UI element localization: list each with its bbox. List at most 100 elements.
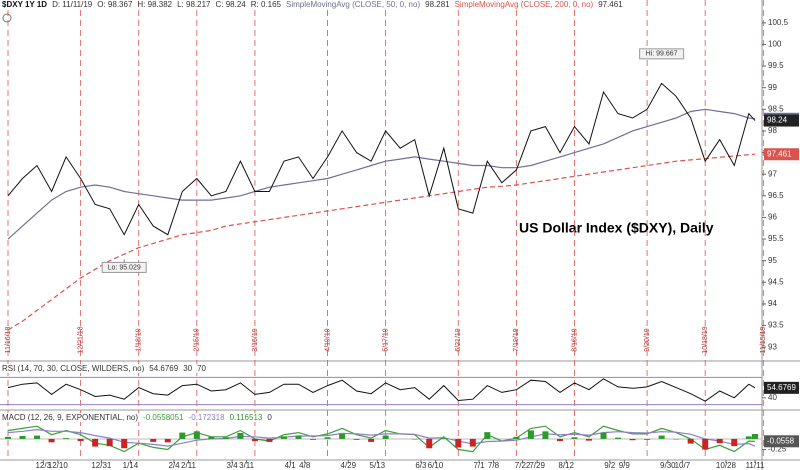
x-tick-label: 7/29 (529, 461, 545, 470)
rsi-header: RSI (14, 70, 30, CLOSE, WILDERS, no) 54.… (2, 364, 207, 373)
histogram-bar (5, 436, 11, 439)
histogram-bar (63, 438, 70, 439)
field: D: 11/11/19 (52, 0, 93, 9)
y-tick-label: 95 (768, 256, 777, 265)
histogram-bar (92, 438, 99, 447)
histogram-bar (542, 431, 549, 439)
x-tick-label: 12/31 (91, 461, 112, 470)
y-tick-label: 96 (768, 213, 777, 222)
x-tick-label: 2/4 (168, 461, 180, 470)
histogram-bar (310, 438, 317, 440)
date-marker-label: 3/15/19 (252, 328, 259, 351)
date-marker-label: 7/19/19 (513, 328, 520, 351)
histogram-bar (237, 433, 244, 439)
macd-value: 0.116513 (229, 413, 263, 422)
symbol: $DXY 1Y 1D (2, 0, 48, 9)
histogram-bar (752, 434, 758, 439)
date-marker-label: 5/17/19 (382, 328, 389, 351)
rsi-band: 30 (183, 364, 193, 373)
x-tick-label: 10/28 (716, 461, 737, 470)
field: H: 98.382 (137, 0, 173, 9)
y-tick-label: -0.25 (768, 445, 787, 454)
histogram-bar (702, 438, 709, 450)
histogram-bar (121, 438, 128, 449)
rsi-value: 54.6769 (149, 364, 179, 373)
histogram-bar (150, 438, 157, 442)
chart-title: US Dollar Index ($DXY), Daily (519, 220, 714, 236)
histogram-bar (280, 436, 287, 439)
x-tick-label: 11/11 (746, 461, 765, 470)
x-tick-label: 4/1 (285, 461, 297, 470)
histogram-bar (455, 438, 462, 448)
plot-bg (0, 0, 762, 470)
indicator-line (7, 108, 756, 240)
field: L: 98.217 (177, 0, 211, 9)
histogram-bar (658, 435, 665, 439)
histogram-bar (745, 436, 752, 439)
histogram-bar (353, 438, 360, 440)
last-value-box (764, 381, 799, 394)
y-tick-label: 96.5 (768, 191, 784, 200)
macd-baseline: 0 (267, 413, 272, 422)
date-marker-label: 11/15/19 (760, 327, 767, 354)
macd-title: MACD (12, 26, 9, EXPONENTIAL, no) (2, 413, 139, 422)
field: O: 98.367 (97, 0, 133, 9)
histogram-bar (586, 438, 592, 441)
x-tick-label: 12/3 (35, 461, 51, 470)
date-marker-label: 10/18/19 (702, 326, 709, 353)
annotation-box (101, 261, 147, 273)
y-tick-label: 93 (768, 342, 777, 351)
price-line (7, 82, 756, 236)
date-marker-label: 1/18/19 (136, 328, 143, 351)
histogram-bar (600, 432, 607, 439)
rsi-title: RSI (14, 70, 30, CLOSE, WILDERS, no) (2, 364, 145, 373)
last-value-label: 98.24 (767, 116, 788, 125)
histogram-bar (513, 436, 520, 439)
histogram-bar (48, 438, 55, 443)
histogram-bar (368, 438, 375, 442)
macd-value: -0.172318 (188, 413, 225, 422)
histogram-bar (295, 435, 302, 439)
macd-value: -0.0558051 (143, 413, 184, 422)
histogram-bar (19, 435, 26, 439)
macd-line (7, 428, 756, 447)
histogram-bar (469, 438, 476, 447)
indicator-line (7, 153, 756, 331)
histogram-bar (339, 433, 346, 439)
x-tick-label: 6/3 (415, 461, 427, 470)
histogram-bar (222, 437, 229, 439)
histogram-bar (556, 438, 563, 442)
y-tick-label: 95.5 (768, 234, 784, 243)
y-tick-label: 94 (768, 299, 777, 308)
histogram-bar (687, 438, 694, 444)
info-icon[interactable] (2, 13, 12, 23)
x-tick-label: 9/9 (619, 461, 631, 470)
last-value-box (764, 114, 799, 127)
x-tick-label: 4/8 (299, 461, 311, 470)
date-marker-label: 6/21/19 (455, 328, 462, 351)
last-value-label: -0.0558 (767, 436, 795, 445)
x-tick-label: 2/11 (181, 461, 197, 470)
histogram-bar (193, 431, 200, 439)
rsi-band: 70 (197, 364, 207, 373)
histogram-bar (324, 437, 331, 439)
price-line (7, 378, 756, 402)
y-tick-label: 100.5 (768, 18, 789, 27)
histogram-bar (716, 438, 723, 444)
histogram-bar (382, 435, 389, 439)
annotation-label: Hi: 99.667 (646, 51, 678, 58)
x-tick-label: 3/4 (227, 461, 239, 470)
annotation-label: Lo: 95.029 (108, 264, 141, 271)
histogram-bar (34, 435, 41, 439)
y-tick-label: 100 (768, 40, 782, 49)
date-marker-label: 2/15/19 (194, 328, 201, 351)
indicator-name: SimpleMovingAvg (CLOSE, 50, 0, no) (285, 0, 421, 9)
x-tick-label: 9/2 (604, 461, 616, 470)
histogram-bar (629, 438, 636, 441)
histogram-bar (106, 438, 113, 447)
indicator-value: 97.461 (598, 0, 623, 9)
indicator-value: 98.281 (425, 0, 450, 9)
histogram-bar (164, 438, 171, 443)
x-tick-label: 4/29 (341, 461, 357, 470)
